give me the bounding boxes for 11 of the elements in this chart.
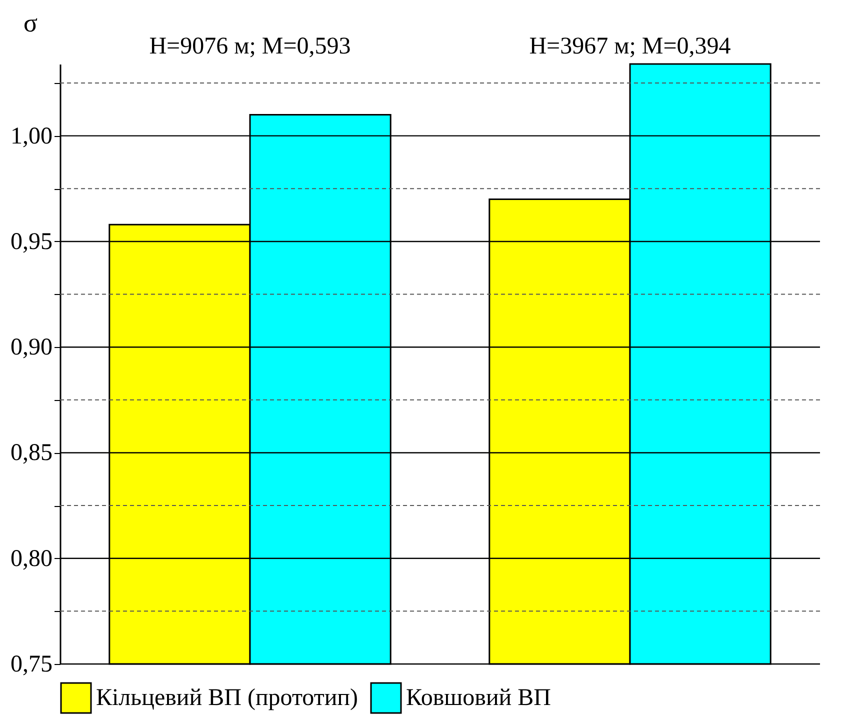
x-tick-label: H=9076 м; M=0,593 [149, 34, 351, 60]
y-tick-label: 0,95 [10, 228, 52, 255]
x-tick-label: H=3967 м; M=0,394 [529, 34, 731, 60]
legend-label: Кільцевий ВП (прототип) [96, 685, 358, 711]
y-tick-label: 0,90 [10, 334, 52, 361]
legend-label: Ковшовий ВП [406, 685, 551, 711]
y-tick-label: 1,00 [10, 123, 52, 150]
y-tick-label: 0,80 [10, 546, 52, 572]
y-tick-label: 0,75 [10, 652, 52, 678]
y-tick-label: 0,85 [10, 440, 52, 466]
y-axis-title: σ [23, 8, 38, 38]
